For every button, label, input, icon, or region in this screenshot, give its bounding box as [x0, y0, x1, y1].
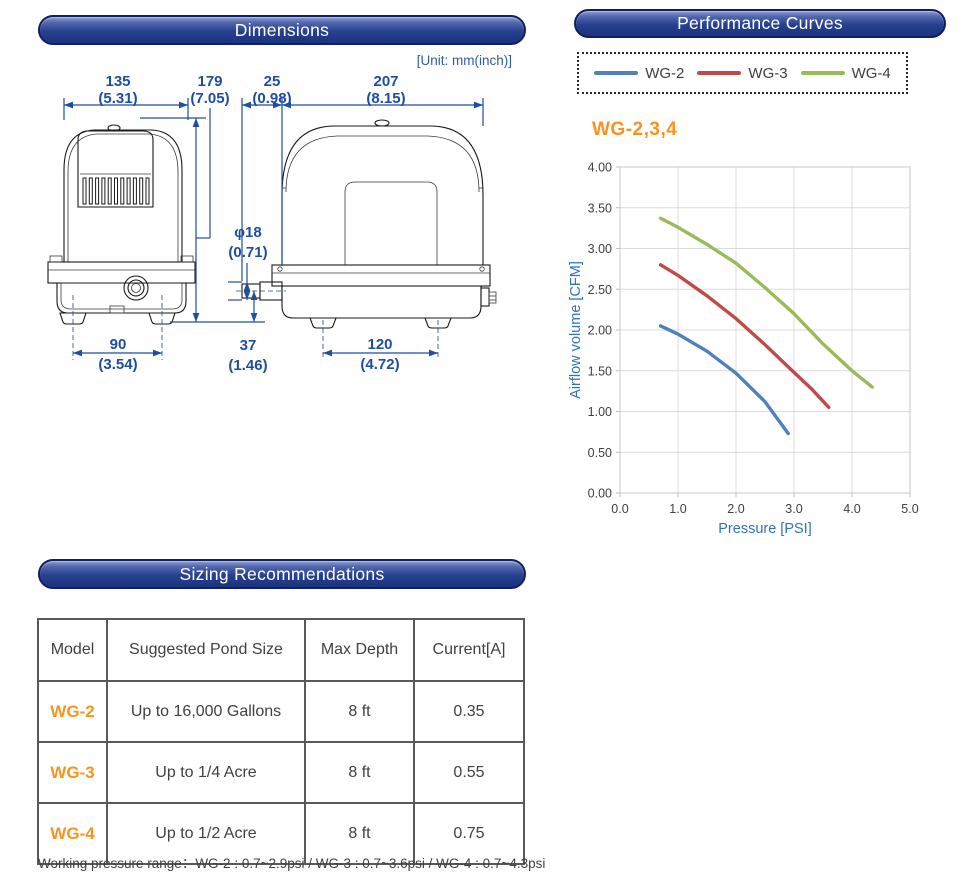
- table-header-row: Model Suggested Pond Size Max Depth Curr…: [37, 618, 525, 682]
- table-row: WG-3 Up to 1/4 Acre 8 ft 0.55: [37, 741, 525, 804]
- legend-item-wg4: WG-4: [800, 64, 891, 82]
- dim-pipe-protrusion-mm: 25: [264, 73, 281, 90]
- dimension-lines: [63, 98, 484, 360]
- dim-pipe-height-inch: (1.46): [228, 357, 267, 374]
- y-tick-label: 4.00: [588, 161, 612, 175]
- dimensions-title: Dimensions: [234, 19, 330, 40]
- model-wg3: WG-3: [37, 741, 108, 804]
- dim-side-width-mm: 207: [373, 73, 398, 90]
- x-tick-label: 0.0: [611, 502, 628, 516]
- legend-line-wg3: [697, 71, 742, 75]
- dim-front-width-mm: 135: [105, 73, 130, 90]
- x-tick-label: 5.0: [901, 502, 918, 516]
- legend-label-wg3: WG-3: [748, 64, 788, 82]
- sizing-table: Model Suggested Pond Size Max Depth Curr…: [37, 618, 525, 865]
- dim-pipe-diameter-mm: φ18: [234, 224, 261, 241]
- model-wg2: WG-2: [37, 680, 108, 743]
- side-foot-left: [309, 317, 337, 329]
- legend-line-wg2: [594, 71, 639, 75]
- dim-front-feet-inch: (3.54): [98, 356, 137, 373]
- y-tick-label: 3.00: [588, 242, 612, 256]
- front-port: [123, 275, 149, 301]
- x-tick-label: 3.0: [785, 502, 802, 516]
- performance-section-header: Performance Curves: [574, 9, 946, 38]
- side-top-knob: [374, 119, 390, 127]
- y-tick-label: 3.50: [588, 201, 612, 215]
- dim-pipe-height-mm: 37: [240, 337, 257, 354]
- max-depth-wg3: 8 ft: [304, 741, 415, 804]
- front-base-flange: [47, 261, 196, 284]
- legend-item-wg2: WG-2: [594, 65, 684, 82]
- side-view-drawing: [236, 119, 497, 329]
- side-lower-housing: [281, 285, 482, 319]
- y-tick-label: 0.50: [588, 446, 612, 460]
- side-panel: [344, 181, 438, 265]
- pond-size-wg4: Up to 1/2 Acre: [106, 802, 306, 865]
- front-view-drawing: [47, 124, 196, 325]
- dim-side-feet-inch: (4.72): [360, 356, 399, 373]
- chart-legend: WG-2 WG-3 WG-4: [577, 52, 908, 94]
- legend-line-wg4: [800, 71, 845, 75]
- side-connector: [480, 287, 490, 307]
- y-tick-label: 2.50: [588, 283, 612, 297]
- col-header-model: Model: [37, 618, 108, 682]
- working-pressure-footnote: Working pressure range：WG-2 : 0.7~2.9psi…: [38, 856, 546, 871]
- model-wg4: WG-4: [37, 802, 108, 865]
- side-base-flange: [271, 264, 491, 287]
- dim-height-inch: (7.05): [190, 90, 229, 107]
- performance-chart: Pressure [PSI] Airflow volume [CFM] 0.00…: [568, 161, 919, 538]
- table-row: WG-4 Up to 1/2 Acre 8 ft 0.75: [37, 802, 525, 865]
- series-line-WG-2: [658, 324, 790, 436]
- x-tick-label: 1.0: [669, 502, 686, 516]
- series-line-WG-3: [658, 263, 831, 410]
- y-tick-label: 1.00: [588, 405, 612, 419]
- dim-side-width-inch: (8.15): [366, 90, 405, 107]
- dim-pipe-diameter-inch: (0.71): [228, 244, 267, 261]
- dim-side-feet-mm: 120: [367, 336, 392, 353]
- dim-height-mm: 179: [197, 73, 222, 90]
- max-depth-wg4: 8 ft: [304, 802, 415, 865]
- y-tick-label: 1.50: [588, 364, 612, 378]
- legend-label-wg4: WG-4: [851, 64, 891, 82]
- chart-title: WG-2,3,4: [592, 119, 678, 140]
- series-line-WG-4: [658, 216, 874, 389]
- col-header-current: Current[A]: [413, 618, 525, 682]
- unit-note: [Unit: mm(inch)]: [416, 53, 512, 68]
- side-foot-right: [424, 317, 452, 329]
- dim-front-width-inch: (5.31): [98, 90, 137, 107]
- current-wg3: 0.55: [413, 741, 525, 804]
- y-tick-label: 2.00: [588, 324, 612, 338]
- max-depth-wg2: 8 ft: [304, 680, 415, 743]
- y-axis-title: Airflow volume [CFM]: [568, 261, 584, 399]
- x-tick-label: 4.0: [843, 502, 860, 516]
- x-tick-label: 2.0: [727, 502, 744, 516]
- table-row: WG-2 Up to 16,000 Gallons 8 ft 0.35: [37, 680, 525, 743]
- sizing-title: Sizing Recommendations: [179, 563, 385, 584]
- performance-title: Performance Curves: [677, 13, 843, 33]
- col-header-max-depth: Max Depth: [304, 618, 415, 682]
- x-axis-title: Pressure [PSI]: [718, 521, 811, 537]
- legend-label-wg2: WG-2: [645, 64, 685, 82]
- legend-item-wg3: WG-3: [697, 64, 788, 82]
- dim-pipe-protrusion-inch: (0.98): [252, 90, 291, 107]
- dimension-drawing: 135 (5.31) 179 (7.05) 25 (0.98) 207 (8.1…: [47, 73, 497, 374]
- col-header-pond-size: Suggested Pond Size: [106, 618, 306, 682]
- pond-size-wg3: Up to 1/4 Acre: [106, 741, 306, 804]
- front-lower-housing: [56, 282, 187, 314]
- front-foot-left: [59, 312, 87, 325]
- dim-front-feet-mm: 90: [110, 336, 127, 353]
- current-wg2: 0.35: [413, 680, 525, 743]
- dimensions-section-header: Dimensions: [38, 15, 526, 45]
- front-vent-cap: [77, 130, 154, 208]
- pond-size-wg2: Up to 16,000 Gallons: [106, 680, 306, 743]
- current-wg4: 0.75: [413, 802, 525, 865]
- sizing-section-header: Sizing Recommendations: [38, 559, 526, 589]
- vent-slots: [82, 177, 150, 205]
- y-tick-label: 0.00: [588, 487, 612, 501]
